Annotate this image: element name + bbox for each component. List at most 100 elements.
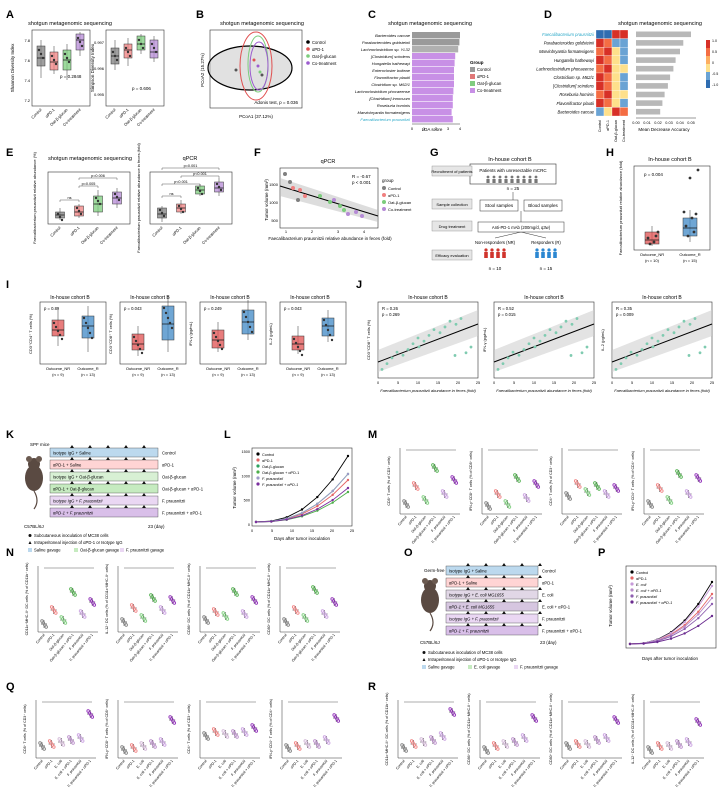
legend-label: αPD-1 [477, 74, 490, 79]
point [248, 325, 252, 329]
treatment-bar [49, 447, 159, 458]
taxon-label: Roseburia hominis [559, 92, 595, 97]
panel-letter: B [196, 9, 204, 21]
point [60, 337, 64, 341]
correlation-group: In-house cohort B R = 0.26p = 0.269 CD3⁺CD… [366, 295, 714, 393]
data-point [525, 739, 529, 743]
panel-p: P Control αPD-1 E. coli E. coli + αPD-1 F. p… [598, 547, 717, 661]
data-point [438, 331, 442, 335]
y-axis-label: IFN-γ⁺CD8⁺ T cells (% of CD8⁺ cells) [105, 699, 109, 759]
data-point [163, 611, 167, 615]
injection-marker [502, 599, 506, 602]
data-point [568, 747, 572, 751]
tick-label: 2 [435, 126, 438, 131]
point [54, 325, 58, 329]
point [294, 341, 298, 345]
point [258, 70, 262, 74]
person-head [504, 175, 508, 179]
group-label: E. coli [416, 759, 425, 769]
legend-swatch [256, 476, 260, 480]
data-point [687, 354, 691, 357]
tick-label: 15 [552, 381, 556, 385]
treatment-bar [49, 495, 159, 506]
legend-label: αPD-1 [388, 193, 400, 198]
data-point [61, 743, 66, 747]
tick-label: 7.2 [24, 98, 30, 103]
data-point [411, 342, 415, 346]
lda-bar [412, 74, 454, 81]
data-point [143, 619, 148, 623]
r-head [547, 248, 551, 252]
legend-swatch [256, 470, 260, 474]
data-point [385, 362, 389, 366]
legend-swatch [630, 582, 634, 586]
box [36, 45, 46, 67]
y-axis-label: CD11c⁺MHC-II⁺ DC cells (% of CD11b⁺ cell… [385, 693, 389, 766]
r-body [553, 252, 557, 258]
panel-title: In-house cohort B [648, 157, 692, 163]
data-point [206, 737, 210, 741]
data-point [505, 745, 510, 749]
lda-bar [412, 81, 454, 88]
group-label: αPD-1 [208, 759, 218, 769]
group-label: Control [279, 759, 290, 771]
boxplot-group: In-house cohort B p = 0.89 CD3⁺CD4⁺ T cell… [28, 295, 347, 377]
taxon-label: Hungatella hathewayi [372, 61, 410, 66]
n-r: n = 15 [540, 266, 553, 271]
injection-marker [88, 505, 92, 508]
y-axis-label: CD11c⁺MHC-II⁺ DC cells (% of CD11b⁺ cell… [25, 563, 29, 636]
legend-swatch [256, 458, 260, 462]
person-head [522, 175, 526, 179]
injection-marker [502, 623, 506, 626]
data-point [501, 362, 505, 366]
panel-letter: Q [6, 681, 15, 693]
legend-label: Oat-β-glucan [477, 81, 502, 86]
tick-label: 0 [611, 381, 613, 385]
injection-marker [538, 587, 542, 590]
data-point [688, 322, 692, 326]
group-label: αPD-1 [652, 515, 662, 525]
treatment-label: αPD-1 + Saline [53, 463, 82, 468]
legend-label: Oat-β-glucan [262, 465, 284, 469]
group-label: αPD-1 [542, 581, 555, 586]
group-label: Control [477, 759, 488, 771]
legend: Subcutaneous inoculation of MC38 cells In… [422, 650, 559, 670]
data-point [172, 721, 177, 725]
bracket [78, 177, 118, 180]
heatmap-cell [611, 72, 621, 82]
taxon-label: Clostridium sp. M62/1 [371, 82, 410, 87]
y-axis-label: CD3⁺CD4⁺ T cells (%) [28, 313, 33, 354]
data-point [134, 749, 138, 753]
n-label: (n = 13) [161, 372, 176, 377]
group-label: Co-treatment [201, 225, 222, 246]
legend-label: F. prausnitzii + αPD-1 [262, 483, 298, 487]
heatmap-cell [595, 98, 605, 108]
legend-symbol [28, 541, 32, 544]
data-point [401, 353, 405, 357]
data-point [580, 351, 584, 355]
point [56, 212, 60, 216]
data-point [235, 593, 239, 597]
point [76, 36, 80, 40]
group-label: αPD-1 [46, 633, 56, 643]
injection-marker [106, 445, 110, 448]
tick-label: 15 [310, 529, 314, 533]
injection-marker [142, 505, 146, 508]
group-label: Control [641, 515, 652, 527]
heatmap-cell [595, 64, 605, 74]
legend-swatch [468, 665, 472, 669]
point [41, 56, 45, 60]
injection-marker [466, 623, 470, 626]
plot-frame [105, 29, 165, 107]
x-axis-label: Faecalibacterium prausnitzii abundance i… [380, 388, 476, 393]
data-point [698, 479, 703, 483]
point [58, 333, 62, 337]
data-point [327, 741, 331, 745]
group-label: Outcome_NR [46, 366, 70, 371]
data-point [693, 317, 697, 320]
point [128, 54, 132, 58]
taxon-label: Clostridium sp. M62/1 [554, 75, 595, 80]
data-point [406, 505, 410, 509]
y-axis-label: IFN-γ⁺CD4⁺ T cells (% of CD4⁺ cells) [269, 699, 273, 759]
